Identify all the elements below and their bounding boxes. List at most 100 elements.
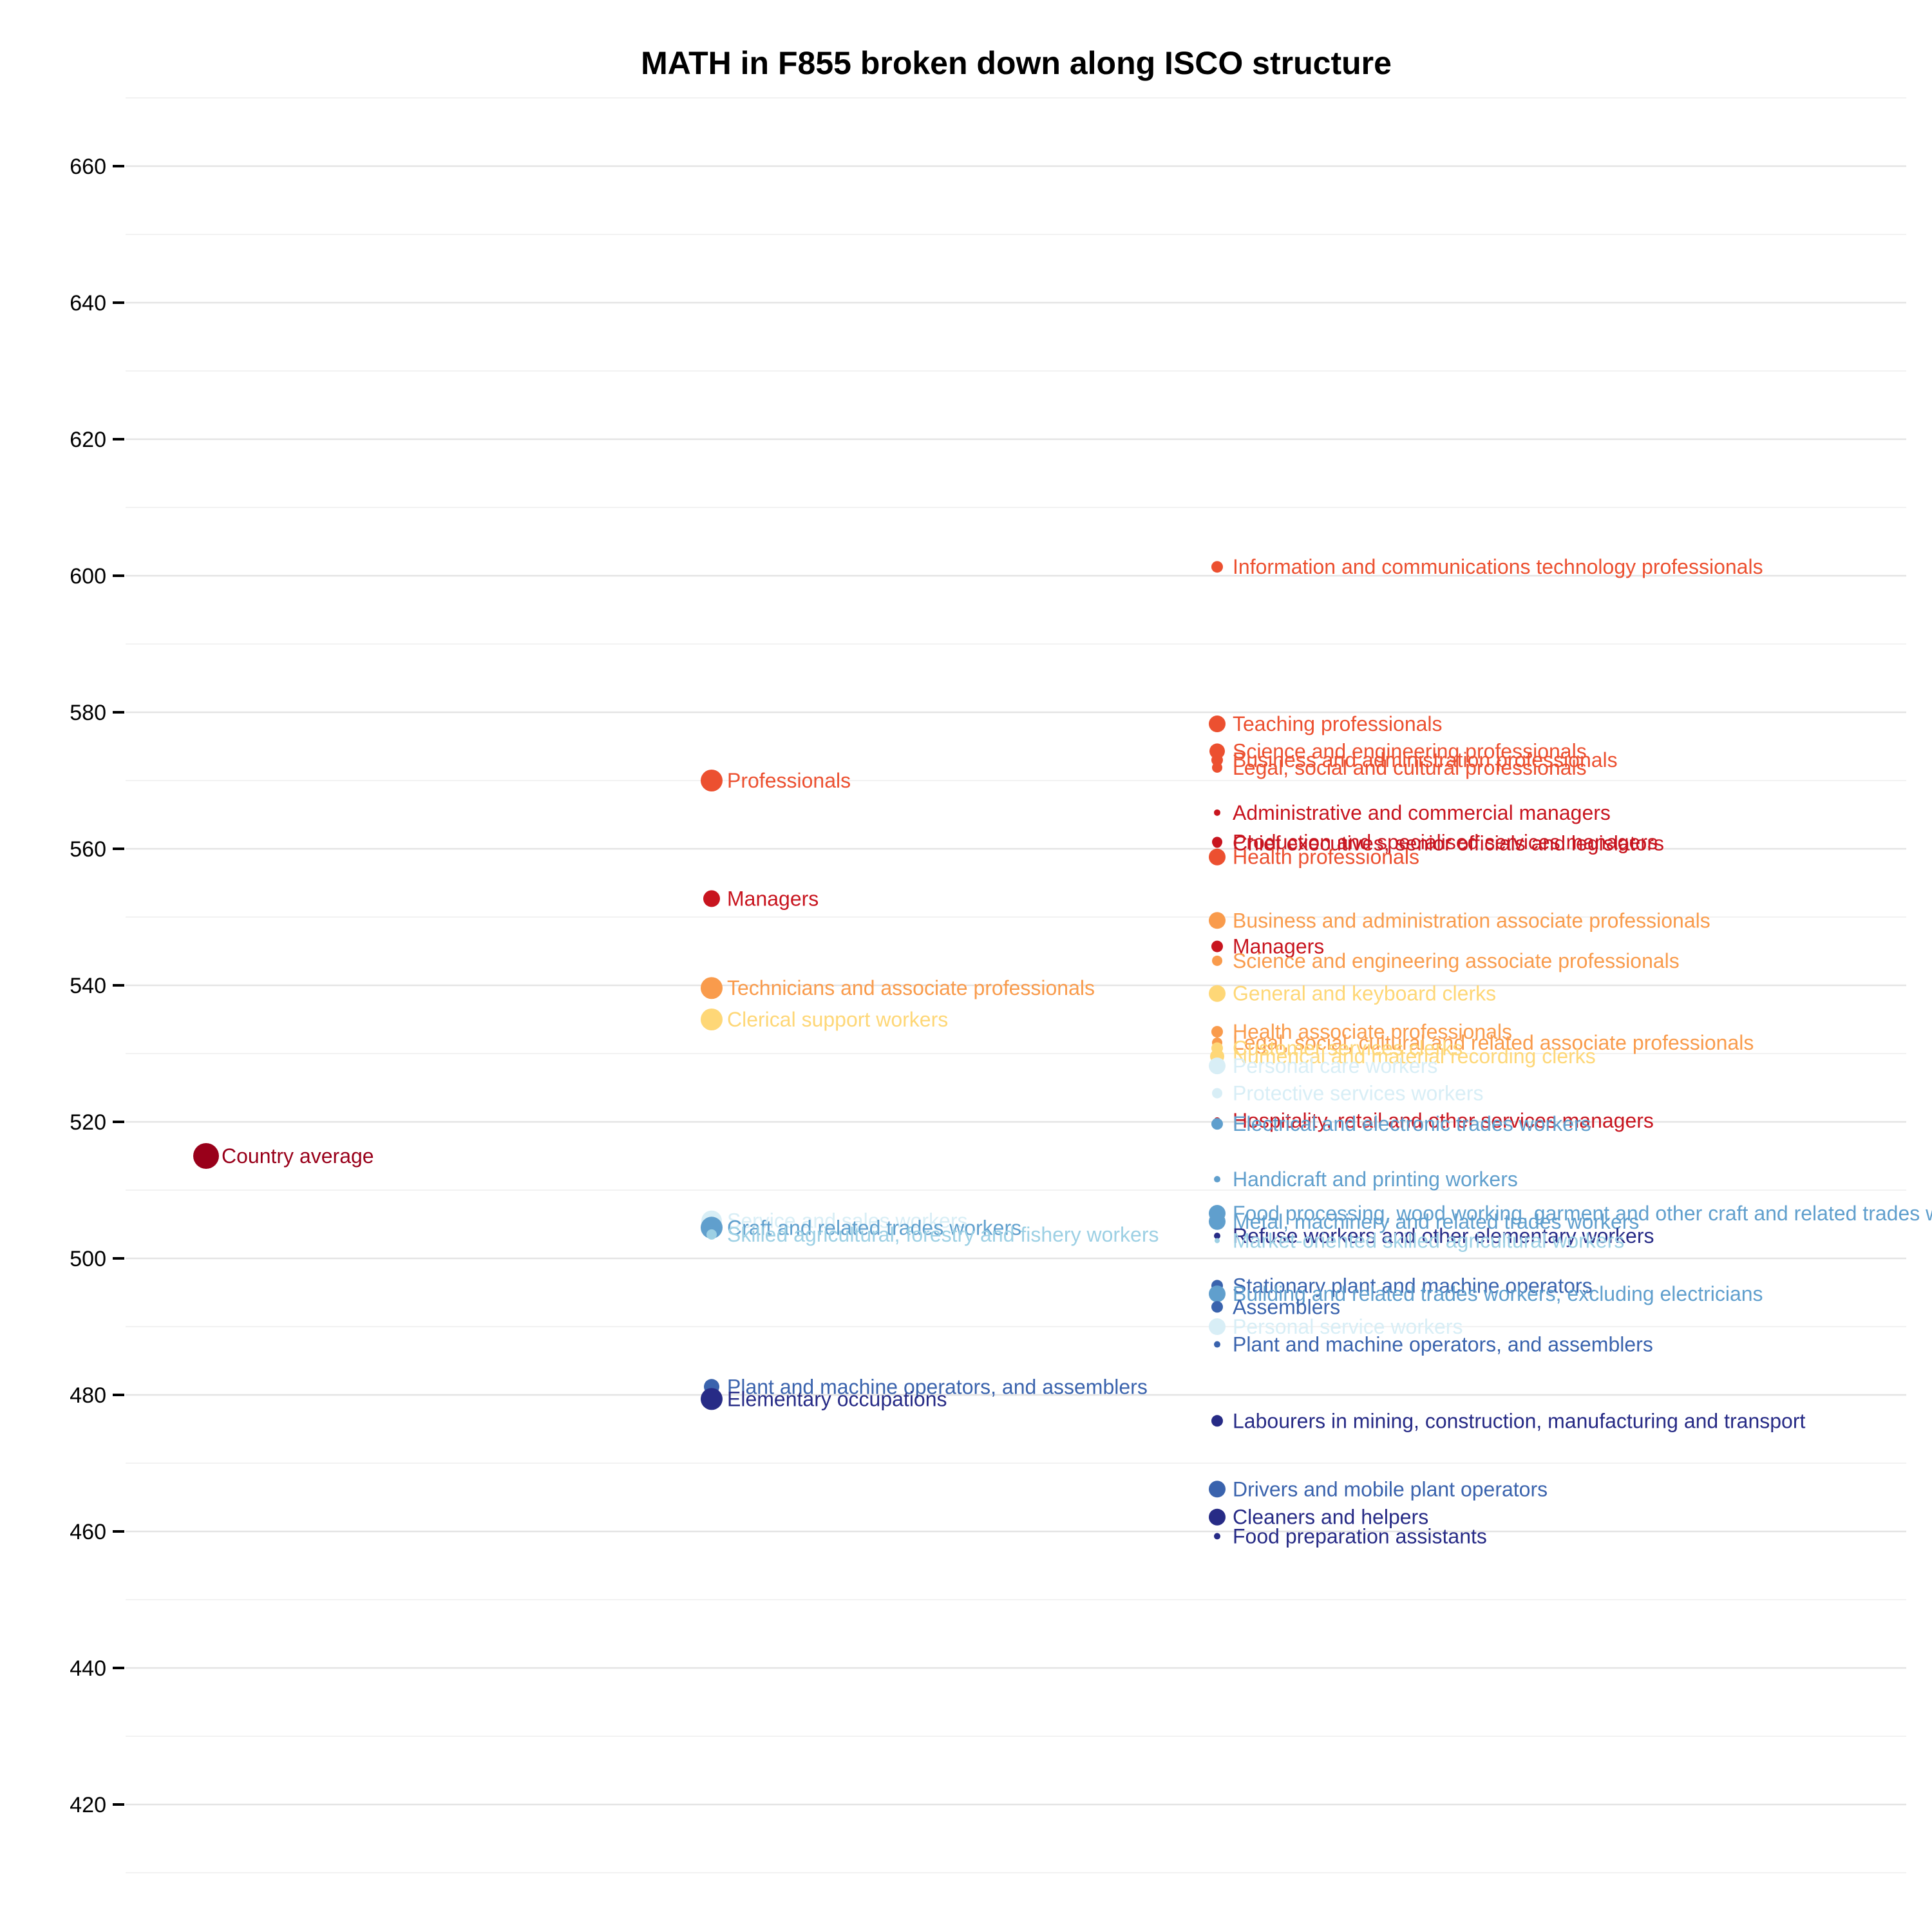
point-label: Managers — [727, 887, 819, 910]
point-label: Business and administration professional… — [1233, 748, 1618, 772]
point-label: Plant and machine operators, and assembl… — [727, 1375, 1148, 1398]
chart-title: MATH in F855 broken down along ISCO stru… — [641, 45, 1392, 81]
point-label: Metal, machinery and related trades work… — [1233, 1210, 1639, 1233]
point-label: Craft and related trades workers — [727, 1216, 1021, 1239]
y-tick-label: 620 — [70, 428, 106, 452]
data-point — [1209, 715, 1226, 733]
data-point — [1209, 848, 1226, 866]
y-tick-label: 420 — [70, 1793, 106, 1817]
data-point — [1211, 1118, 1223, 1130]
point-label: Stationary plant and machine operators — [1233, 1274, 1593, 1297]
point-label: Managers — [1233, 935, 1324, 958]
data-point — [701, 1388, 723, 1410]
data-point — [706, 1229, 717, 1240]
data-point — [1209, 1318, 1226, 1335]
point-labels: Country average Professionals Managers Tech… — [222, 555, 1932, 1548]
point-label: Numerical and material recording clerks — [1233, 1045, 1596, 1068]
data-point — [1211, 561, 1223, 573]
point-label: Business and administration associate pr… — [1233, 909, 1710, 932]
data-point — [1212, 762, 1222, 773]
point-label: Science and engineering associate profes… — [1233, 949, 1680, 972]
point-label: Protective services workers — [1233, 1081, 1483, 1104]
point-label: Administrative and commercial managers — [1233, 801, 1611, 824]
point-label: Legal, social and cultural professionals — [1233, 756, 1587, 779]
data-point — [1214, 809, 1220, 816]
data-point — [1214, 1176, 1220, 1183]
point-label: Plant and machine operators, and assembl… — [1233, 1333, 1653, 1356]
point-label: Health professionals — [1233, 846, 1419, 869]
point-label: Elementary occupations — [727, 1387, 947, 1410]
point-label: Personal service workers — [1233, 1315, 1463, 1338]
point-label: Electrical and electronic trades workers — [1233, 1112, 1591, 1135]
data-point — [701, 977, 723, 999]
point-label: Production and specialised services mana… — [1233, 830, 1658, 853]
data-point — [1211, 940, 1223, 952]
point-label: Refuse workers and other elementary work… — [1233, 1224, 1654, 1247]
y-tick-label: 580 — [70, 701, 106, 725]
data-point — [1215, 1238, 1220, 1244]
y-tick-label: 600 — [70, 564, 106, 589]
data-point — [701, 1009, 723, 1030]
data-point — [1211, 1415, 1223, 1427]
point-label: Drivers and mobile plant operators — [1233, 1477, 1548, 1501]
y-tick-label: 660 — [70, 155, 106, 179]
point-label: Skilled agricultural, forestry and fishe… — [727, 1223, 1159, 1246]
y-tick-label: 560 — [70, 837, 106, 862]
point-label: General and keyboard clerks — [1233, 982, 1496, 1005]
point-label: Professionals — [727, 769, 851, 792]
point-label: Personal care workers — [1233, 1054, 1437, 1077]
data-point — [1209, 1057, 1226, 1075]
point-label: Country average — [222, 1144, 374, 1168]
point-label: Health associate professionals — [1233, 1020, 1512, 1043]
y-axis: 420 440 460 480 500 520 540 560 580 600 620 640 660 — [70, 155, 124, 1817]
data-point — [1209, 1213, 1226, 1230]
point-label: Teaching professionals — [1233, 712, 1443, 735]
data-point — [1212, 955, 1222, 966]
point-label: Technicians and associate professionals — [727, 976, 1095, 999]
y-tick-label: 440 — [70, 1656, 106, 1681]
data-point — [1211, 1026, 1223, 1038]
point-label: Building and related trades workers, exc… — [1233, 1282, 1763, 1305]
data-point — [193, 1143, 219, 1169]
gridlines — [126, 97, 1906, 1873]
data-point — [1209, 912, 1226, 929]
data-point — [1211, 1301, 1223, 1313]
data-point — [1213, 838, 1222, 848]
data-point — [1209, 743, 1225, 759]
data-point — [1209, 985, 1226, 1002]
point-label: Labourers in mining, construction, manuf… — [1233, 1409, 1805, 1432]
data-point — [701, 1217, 723, 1239]
y-tick-label: 520 — [70, 1110, 106, 1135]
data-points — [193, 561, 1226, 1540]
point-label: Cleaners and helpers — [1233, 1506, 1428, 1529]
y-tick-label: 540 — [70, 974, 106, 998]
point-label: Assemblers — [1233, 1295, 1340, 1318]
point-label: Customer services clerks — [1233, 1037, 1463, 1060]
point-label: Service and sales workers — [727, 1209, 967, 1233]
point-label: Legal, social, cultural and related asso… — [1233, 1031, 1754, 1054]
point-label: Hospitality, retail and other services m… — [1233, 1109, 1654, 1132]
data-point — [1209, 1508, 1226, 1526]
data-point — [1209, 1481, 1226, 1498]
y-tick-label: 500 — [70, 1247, 106, 1271]
data-point — [1214, 1533, 1220, 1540]
y-tick-label: 640 — [70, 291, 106, 316]
data-point — [703, 890, 720, 907]
data-point — [1212, 1088, 1222, 1099]
data-point — [1209, 1285, 1226, 1303]
point-label: Clerical support workers — [727, 1008, 948, 1031]
data-point — [1214, 1341, 1220, 1348]
data-point — [1211, 754, 1223, 766]
point-label: Food preparation assistants — [1233, 1524, 1487, 1548]
data-point — [701, 770, 723, 791]
point-label: Science and engineering professionals — [1233, 739, 1587, 762]
point-label: Handicraft and printing workers — [1233, 1168, 1518, 1191]
point-label: Market-oriented skilled agricultural wor… — [1233, 1229, 1624, 1252]
point-label: Food processing, wood working, garment a… — [1233, 1202, 1932, 1225]
y-tick-label: 460 — [70, 1520, 106, 1544]
point-label: Chief executives, senior officials and l… — [1233, 832, 1664, 855]
point-label: Information and communications technolog… — [1233, 555, 1763, 578]
y-tick-label: 480 — [70, 1383, 106, 1408]
data-point — [1214, 1233, 1220, 1240]
